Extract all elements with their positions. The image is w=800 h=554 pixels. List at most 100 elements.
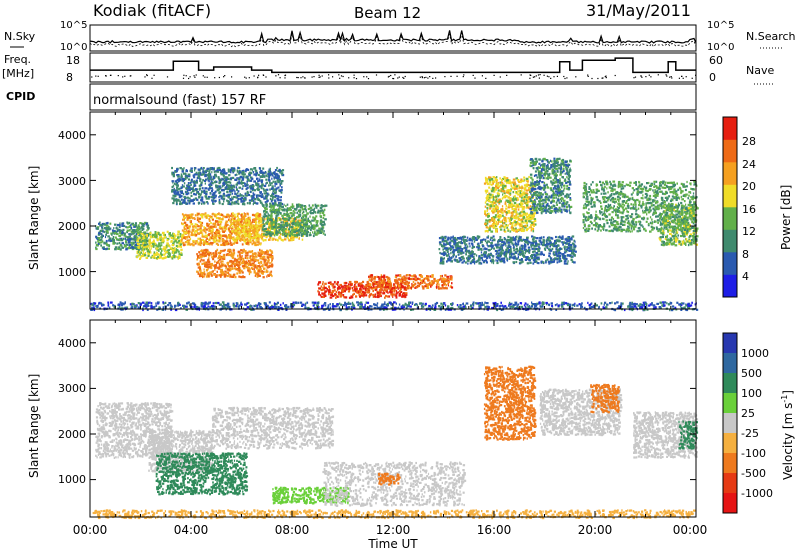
scatter-cell bbox=[255, 221, 258, 224]
nave-dot bbox=[332, 76, 334, 78]
scatter-cell bbox=[183, 193, 185, 196]
scatter-cell bbox=[305, 223, 308, 226]
scatter-cell bbox=[369, 284, 372, 287]
scatter-cell bbox=[191, 243, 193, 246]
scatter-cell bbox=[236, 199, 239, 202]
scatter-cell bbox=[215, 242, 219, 245]
scatter-cell bbox=[264, 195, 267, 198]
scatter-cell bbox=[502, 219, 504, 222]
scatter-cell bbox=[253, 180, 256, 183]
scatter-cell bbox=[220, 261, 222, 264]
scatter-cell bbox=[251, 229, 254, 232]
scatter-cell bbox=[263, 197, 266, 200]
scatter-cell bbox=[241, 262, 244, 265]
scatter-cell bbox=[170, 240, 172, 243]
scatter-cell bbox=[273, 176, 276, 179]
scatter-cell bbox=[241, 187, 244, 190]
scatter-cell bbox=[190, 199, 192, 202]
scatter-cell bbox=[211, 216, 213, 219]
scatter-cell bbox=[303, 230, 307, 233]
scatter-cell bbox=[403, 281, 406, 285]
scatter-cell bbox=[240, 237, 243, 240]
scatter-cell bbox=[359, 282, 362, 285]
scatter-cell bbox=[224, 223, 228, 226]
scatter-cell bbox=[241, 177, 245, 180]
power-marks bbox=[90, 157, 699, 312]
scatter-cell bbox=[229, 193, 232, 196]
scatter-cell bbox=[269, 209, 272, 212]
scatter-cell bbox=[172, 194, 175, 197]
scatter-cell bbox=[209, 243, 211, 246]
scatter-cell bbox=[371, 287, 374, 290]
scatter-cell bbox=[246, 261, 249, 264]
scatter-cell bbox=[260, 249, 263, 252]
scatter-cell bbox=[251, 189, 254, 192]
scatter-cell bbox=[241, 215, 244, 218]
nave-dot bbox=[425, 76, 427, 78]
nave-dot bbox=[535, 75, 537, 77]
scatter-cell bbox=[252, 254, 254, 258]
scatter-cell bbox=[329, 281, 332, 284]
scatter-cell bbox=[128, 233, 130, 236]
scatter-cell bbox=[197, 220, 200, 223]
scatter-cell bbox=[244, 213, 247, 216]
scatter-cell bbox=[230, 198, 233, 202]
scatter-cell bbox=[286, 213, 289, 216]
scatter-cell bbox=[269, 262, 271, 265]
scatter-cell bbox=[149, 235, 153, 238]
scatter-cell bbox=[269, 188, 271, 191]
scatter-cell bbox=[202, 238, 205, 242]
scatter-cell bbox=[242, 217, 246, 221]
scatter-cell bbox=[262, 233, 265, 236]
scatter-cell bbox=[189, 213, 192, 216]
scatter-cell bbox=[283, 208, 286, 211]
scatter-cell bbox=[221, 184, 224, 188]
nave-dot bbox=[601, 77, 603, 79]
scatter-cell bbox=[263, 204, 265, 207]
scatter-cell bbox=[520, 214, 522, 217]
nave-dot bbox=[313, 76, 315, 78]
scatter-cell bbox=[236, 181, 239, 184]
scatter-cell bbox=[242, 181, 245, 185]
scatter-cell bbox=[188, 200, 190, 203]
nave-dot bbox=[678, 77, 680, 79]
scatter-cell bbox=[211, 178, 214, 181]
scatter-cell bbox=[251, 254, 253, 257]
scatter-cell bbox=[211, 193, 213, 196]
scatter-cell bbox=[251, 187, 254, 190]
scatter-cell bbox=[392, 295, 394, 298]
scatter-cell bbox=[439, 287, 442, 290]
scatter-cell bbox=[249, 216, 251, 219]
scatter-cell bbox=[258, 185, 262, 188]
scatter-cell bbox=[314, 217, 316, 220]
scatter-cell bbox=[243, 236, 246, 239]
scatter-cell bbox=[155, 234, 158, 237]
scatter-cell bbox=[171, 197, 174, 200]
scatter-cell bbox=[186, 184, 188, 187]
scatter-cell bbox=[399, 293, 401, 296]
scatter-cell bbox=[258, 227, 261, 230]
scatter-cell bbox=[162, 247, 165, 251]
scatter-cell bbox=[523, 200, 525, 203]
scatter-cell bbox=[154, 253, 158, 256]
frequency-panel: Freq. [MHz] 18 8 60 0 Nave bbox=[2, 52, 774, 85]
scatter-cell bbox=[180, 245, 182, 248]
nave-dot bbox=[182, 77, 185, 79]
scatter-cell bbox=[235, 173, 238, 176]
scatter-cell bbox=[186, 187, 188, 190]
scatter-cell bbox=[260, 270, 263, 273]
scatter-cell bbox=[233, 264, 236, 267]
scatter-cell bbox=[252, 229, 255, 232]
scatter-cell bbox=[213, 214, 217, 217]
scatter-cell bbox=[163, 233, 166, 237]
scatter-cell bbox=[429, 282, 432, 285]
scatter-cell bbox=[254, 255, 258, 258]
nave-dots bbox=[91, 74, 697, 80]
scatter-cell bbox=[142, 243, 145, 247]
scatter-cell bbox=[218, 265, 222, 268]
scatter-cell bbox=[319, 222, 323, 225]
scatter-cell bbox=[432, 281, 435, 284]
scatter-cell bbox=[217, 257, 219, 260]
scatter-cell bbox=[388, 295, 391, 298]
scatter-cell bbox=[233, 185, 236, 189]
